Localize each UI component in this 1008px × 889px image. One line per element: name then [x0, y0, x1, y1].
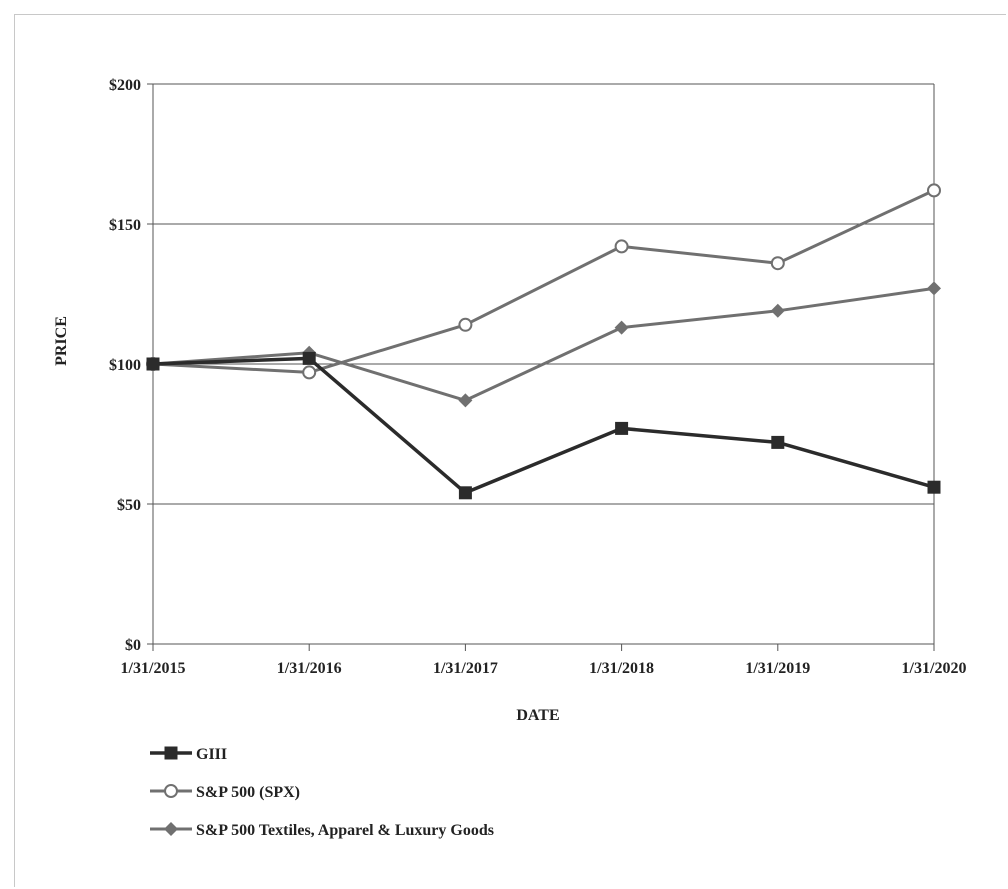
data-point [458, 393, 473, 408]
legend-entry: S&P 500 (SPX) [150, 784, 300, 801]
legend-swatch-marker [164, 746, 178, 760]
data-point [302, 365, 317, 380]
data-point [614, 320, 629, 335]
y-tick-label: $150 [109, 217, 141, 234]
series-line [152, 286, 935, 402]
data-point [927, 183, 941, 198]
y-tick-label: $200 [109, 77, 141, 94]
axes [147, 83, 935, 651]
y-tick-label: $50 [117, 497, 141, 514]
x-tick-label: 1/31/2017 [433, 660, 498, 677]
series-1 [146, 183, 941, 380]
series-0 [146, 351, 941, 500]
legend-swatch-marker [164, 822, 178, 836]
chart-frame [14, 14, 1006, 887]
series-lines [146, 183, 941, 500]
data-point [927, 281, 941, 296]
x-tick-label: 1/31/2020 [902, 660, 967, 677]
data-point [458, 486, 472, 500]
data-point [146, 357, 160, 371]
x-tick-label: 1/31/2015 [121, 660, 186, 677]
x-tick-label: 1/31/2018 [589, 660, 654, 677]
x-tick-label: 1/31/2016 [277, 660, 342, 677]
x-tick-label: 1/31/2019 [745, 660, 810, 677]
y-tick-labels: $0 $50 $100 $150 $200 [109, 77, 141, 654]
legend-swatch-marker [164, 784, 178, 798]
data-point [614, 239, 629, 254]
data-point [302, 351, 316, 365]
data-point [770, 256, 785, 271]
series-line [152, 356, 935, 495]
y-axis-title: PRICE [53, 316, 70, 366]
y-tick-label: $0 [125, 637, 141, 654]
legend-entry: S&P 500 Textiles, Apparel & Luxury Goods [150, 822, 494, 839]
data-point [927, 480, 941, 494]
data-point [458, 317, 473, 332]
legend-entry: GIII [150, 746, 227, 763]
x-axis-title: DATE [516, 707, 559, 724]
series-line [152, 189, 935, 374]
legend-label: S&P 500 (SPX) [196, 784, 300, 801]
data-point [615, 421, 629, 435]
data-point [770, 303, 785, 318]
y-tick-label: $100 [109, 357, 141, 374]
legend-label: S&P 500 Textiles, Apparel & Luxury Goods [196, 822, 494, 839]
legend: GIII S&P 500 (SPX) S&P 500 Textiles, Appar… [150, 746, 494, 839]
data-point [771, 435, 785, 449]
series-2 [146, 281, 941, 408]
gridlines [153, 83, 934, 505]
legend-label: GIII [196, 746, 227, 763]
x-tick-labels: 1/31/2015 1/31/2016 1/31/2017 1/31/2018 1/31… [121, 660, 967, 677]
